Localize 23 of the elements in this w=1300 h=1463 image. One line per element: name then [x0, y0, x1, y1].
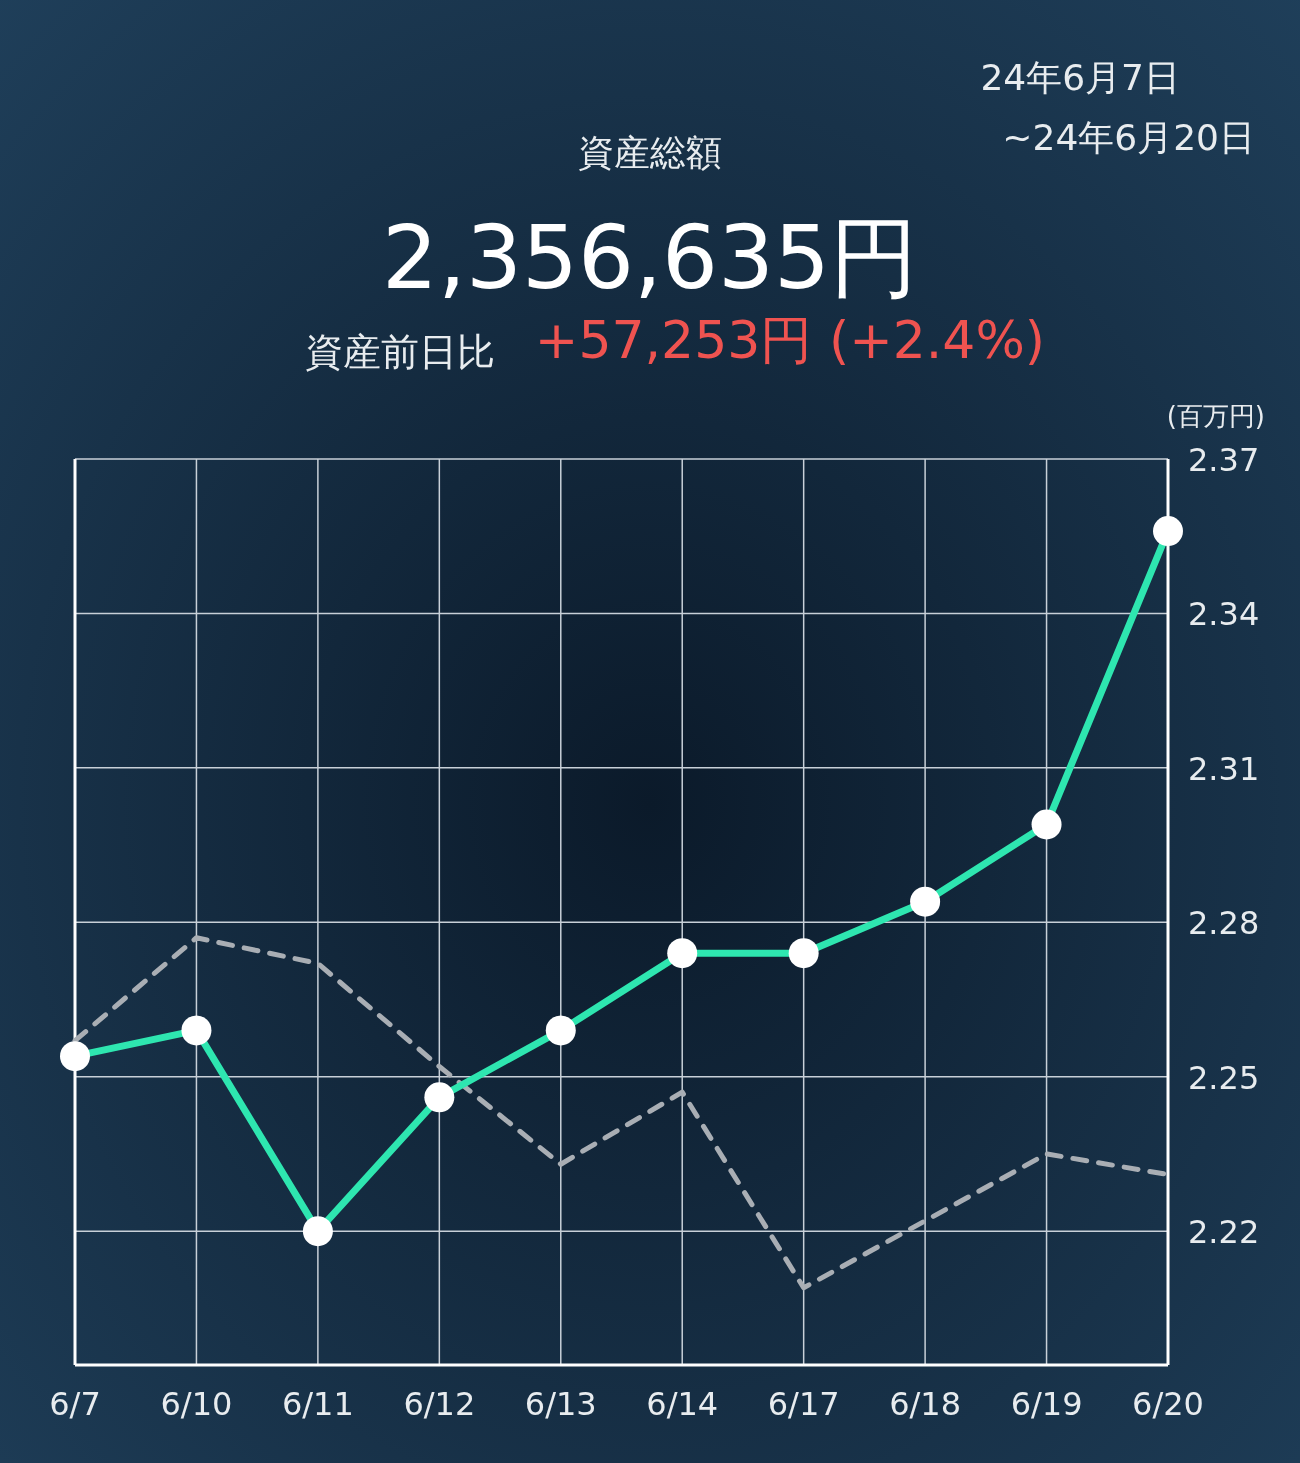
x-tick-label: 6/17 [767, 1385, 840, 1423]
y-tick-label: 2.34 [1188, 595, 1260, 634]
x-tick-label: 6/20 [1132, 1385, 1204, 1423]
text: 2,356,635円 [382, 206, 918, 309]
text: +57,253円 (+2.4%) [534, 310, 1046, 370]
chart-title: 資産総額 [578, 132, 722, 173]
x-tick-label: 6/12 [403, 1385, 476, 1423]
x-tick-label: 6/14 [646, 1385, 719, 1423]
y-tick-label: 2.28 [1188, 904, 1260, 943]
y-tick-label: 2.22 [1188, 1213, 1260, 1252]
y-tick-label: 2.25 [1188, 1058, 1260, 1097]
text: 資産前日比 [305, 330, 495, 374]
x-tick-label: 6/11 [281, 1385, 354, 1423]
x-tick-label: 6/10 [160, 1385, 233, 1423]
x-tick-label: 6/18 [889, 1385, 962, 1423]
x-tick-label: 6/7 [49, 1385, 101, 1423]
x-tick-label: 6/13 [524, 1385, 597, 1423]
text: 24年6月7日 [980, 57, 1180, 98]
x-tick-label: 6/19 [1010, 1385, 1083, 1423]
text: ~24年6月20日 [1002, 117, 1255, 158]
y-tick-label: 2.31 [1188, 749, 1260, 788]
y-tick-label: 2.37 [1188, 441, 1260, 479]
y-axis-title: (百万円) [1166, 401, 1265, 431]
